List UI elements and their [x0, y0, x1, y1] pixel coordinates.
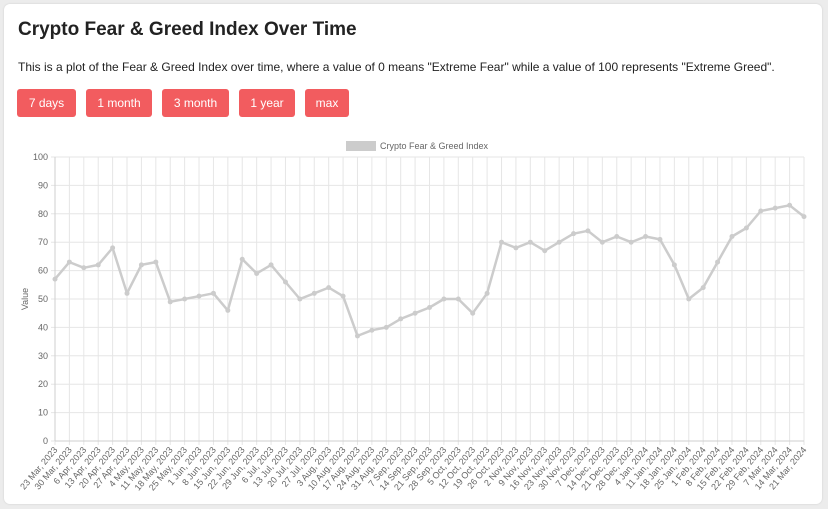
data-point [340, 293, 346, 299]
data-point [455, 296, 461, 302]
data-point [138, 262, 144, 268]
data-point [311, 290, 317, 296]
data-point [210, 290, 216, 296]
data-point [599, 239, 605, 245]
data-point [758, 208, 764, 214]
chart-series [52, 202, 807, 339]
range-1-month-button[interactable]: 1 month [86, 89, 152, 117]
range-1-year-button[interactable]: 1 year [239, 89, 295, 117]
range-3-month-button[interactable]: 3 month [162, 89, 229, 117]
data-point [715, 259, 721, 265]
data-point [427, 305, 432, 311]
legend-swatch [346, 141, 376, 151]
y-tick-label: 50 [38, 294, 48, 304]
range-max-button[interactable]: max [305, 89, 349, 117]
data-point [801, 214, 807, 220]
data-point [66, 259, 72, 265]
y-tick-label: 70 [38, 237, 48, 247]
data-point [81, 265, 87, 271]
y-tick-label: 80 [38, 209, 48, 219]
data-point [772, 205, 778, 211]
data-point [369, 327, 375, 333]
data-point [571, 231, 577, 237]
data-point [671, 262, 677, 268]
data-point [182, 296, 188, 302]
data-point [153, 259, 159, 265]
chart-card: Crypto Fear & Greed Index Over Time This… [4, 4, 822, 504]
data-point [628, 239, 634, 245]
data-point [95, 262, 101, 268]
data-point [297, 296, 303, 302]
chart-grid [51, 156, 805, 445]
data-point [326, 285, 332, 291]
data-point [254, 270, 260, 276]
y-tick-label: 40 [38, 322, 48, 332]
y-tick-label: 30 [38, 351, 48, 361]
page-description: This is a plot of the Fear & Greed Index… [18, 60, 775, 74]
data-point [484, 290, 490, 296]
data-point [268, 262, 274, 268]
y-tick-label: 60 [38, 266, 48, 276]
range-7-days-button[interactable]: 7 days [17, 89, 76, 117]
chart-legend[interactable]: Crypto Fear & Greed Index [346, 141, 489, 151]
data-point [527, 239, 533, 245]
data-point [110, 245, 116, 251]
data-point [470, 310, 476, 316]
data-point [729, 234, 735, 240]
data-point [52, 276, 58, 282]
data-point [412, 310, 418, 316]
data-point [239, 256, 245, 262]
y-tick-label: 90 [38, 180, 48, 190]
y-axis-label: Value [20, 288, 30, 310]
data-point [585, 228, 591, 234]
data-point [657, 236, 663, 242]
y-tick-label: 20 [38, 379, 48, 389]
data-point [383, 324, 389, 330]
data-point [282, 279, 288, 285]
y-tick-label: 100 [33, 152, 48, 162]
data-point [124, 290, 130, 296]
y-tick-label: 0 [43, 436, 48, 446]
y-tick-label: 10 [38, 408, 48, 418]
data-point [542, 248, 548, 254]
data-point [643, 234, 649, 240]
data-point [787, 202, 793, 208]
page-title: Crypto Fear & Greed Index Over Time [18, 19, 357, 40]
data-point [167, 299, 173, 305]
data-point [686, 296, 692, 302]
data-point [398, 316, 404, 322]
data-point [700, 285, 706, 291]
data-point [614, 234, 620, 240]
data-point [441, 296, 447, 302]
data-point [499, 239, 505, 245]
data-point [556, 239, 562, 245]
data-point [196, 293, 202, 299]
legend-label: Crypto Fear & Greed Index [380, 141, 489, 151]
data-point [225, 307, 231, 313]
data-point [743, 225, 749, 231]
data-point [513, 245, 519, 251]
data-point [354, 333, 360, 339]
